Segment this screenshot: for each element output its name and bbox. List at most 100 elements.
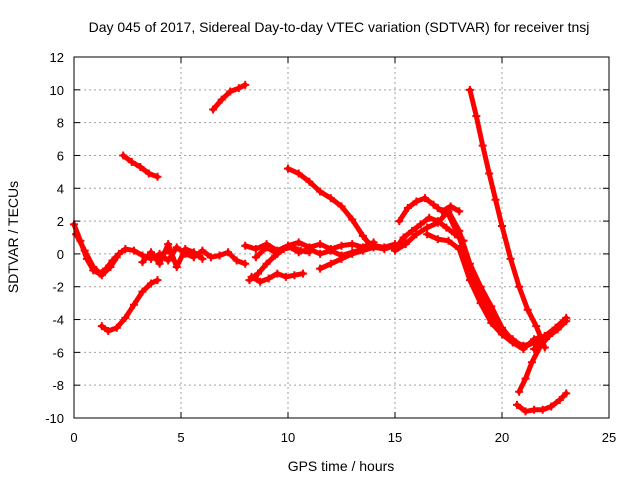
data-point xyxy=(254,269,263,278)
data-point xyxy=(527,358,536,367)
data-point xyxy=(138,287,147,296)
series-6 xyxy=(138,240,207,272)
data-point xyxy=(433,235,442,244)
y-tick-label: 10 xyxy=(50,83,64,98)
data-point xyxy=(446,202,455,211)
y-tick-label: 2 xyxy=(57,214,64,229)
data-point xyxy=(241,241,250,250)
data-point xyxy=(337,202,346,211)
series-7 xyxy=(209,80,250,114)
data-point xyxy=(562,389,571,398)
y-tick-label: 12 xyxy=(50,50,64,65)
data-point xyxy=(127,158,136,167)
series-4 xyxy=(119,151,162,181)
data-point xyxy=(485,169,494,178)
data-point xyxy=(273,249,282,258)
data-point xyxy=(391,246,399,255)
data-point xyxy=(112,253,121,262)
data-point xyxy=(72,230,81,239)
data-point xyxy=(298,269,307,278)
data-point xyxy=(164,256,173,265)
data-point xyxy=(189,248,198,257)
data-point xyxy=(348,240,357,249)
data-point xyxy=(540,331,549,340)
data-point xyxy=(147,279,156,288)
data-point xyxy=(121,313,130,322)
data-point xyxy=(395,217,404,226)
data-point xyxy=(247,272,256,281)
data-point xyxy=(401,240,410,249)
chart-title: Day 045 of 2017, Sidereal Day-to-day VTE… xyxy=(89,19,590,35)
data-point xyxy=(337,254,346,263)
data-point xyxy=(112,323,121,332)
data-point xyxy=(209,105,218,114)
data-point xyxy=(138,258,147,267)
data-point xyxy=(425,213,434,222)
data-point xyxy=(316,249,325,258)
data-point xyxy=(198,254,207,263)
data-point xyxy=(121,244,130,253)
data-point xyxy=(206,253,215,262)
data-point xyxy=(172,243,181,252)
data-point xyxy=(294,169,303,178)
data-point xyxy=(532,322,541,331)
y-tick-label: 8 xyxy=(57,116,64,131)
data-point xyxy=(198,246,207,255)
data-point xyxy=(181,244,190,253)
data-point xyxy=(281,272,290,281)
data-point xyxy=(262,259,271,268)
data-point xyxy=(506,254,515,263)
data-point xyxy=(326,194,335,203)
data-point xyxy=(455,207,464,216)
data-point xyxy=(523,305,532,314)
data-point xyxy=(241,80,250,89)
data-point xyxy=(403,203,412,212)
data-point xyxy=(106,263,115,272)
data-point xyxy=(284,241,292,250)
data-point xyxy=(551,323,560,332)
data-point xyxy=(89,263,98,272)
data-point xyxy=(444,210,453,219)
x-tick-label: 15 xyxy=(388,430,402,445)
data-point xyxy=(498,327,506,336)
series-20 xyxy=(515,317,571,396)
data-point xyxy=(547,402,556,411)
tick-labels: 0 5 10 15 20 25 -10 -8 -6 -4 -2 0 2 4 6 8 10 12 xyxy=(45,50,616,445)
data-point xyxy=(172,263,181,272)
data-point xyxy=(264,274,273,283)
y-tick-label: -8 xyxy=(52,378,64,393)
data-point xyxy=(455,233,464,242)
data-point xyxy=(164,240,173,249)
data-point xyxy=(251,253,260,262)
data-point xyxy=(316,187,325,196)
series-line xyxy=(99,277,160,334)
data-point xyxy=(316,240,325,249)
data-point xyxy=(521,407,530,416)
data-point xyxy=(129,246,138,255)
data-point xyxy=(129,300,138,309)
series-layer xyxy=(70,80,571,416)
series-12 xyxy=(284,164,374,249)
data-point xyxy=(144,169,153,178)
series-2 xyxy=(72,230,121,280)
data-point xyxy=(348,215,357,224)
data-point xyxy=(512,400,521,409)
data-point xyxy=(465,263,474,272)
data-point xyxy=(153,276,162,285)
data-point xyxy=(234,84,243,93)
x-axis-label: GPS time / hours xyxy=(288,458,395,474)
data-point xyxy=(316,264,325,273)
y-axis-label: SDTVAR / TECUs xyxy=(5,181,21,293)
data-point xyxy=(508,335,517,344)
data-point xyxy=(153,172,162,181)
x-tick-label: 5 xyxy=(177,430,184,445)
data-point xyxy=(465,85,474,94)
data-point xyxy=(104,327,113,336)
data-point xyxy=(412,230,421,239)
x-tick-label: 20 xyxy=(495,430,509,445)
y-tick-label: -6 xyxy=(52,345,64,360)
series-15 xyxy=(395,194,464,226)
data-point xyxy=(226,87,235,96)
series-3 xyxy=(97,276,162,336)
